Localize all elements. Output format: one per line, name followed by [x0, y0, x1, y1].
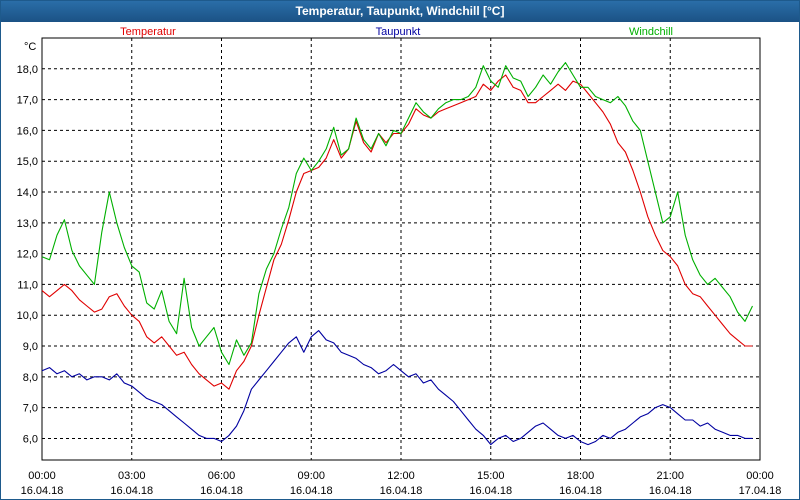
- series-line-temperatur: [41, 74, 753, 390]
- x-tick-date: 16.04.18: [469, 485, 512, 497]
- grid: [42, 38, 760, 460]
- chart-title: Temperatur, Taupunkt, Windchill [°C]: [1, 1, 799, 22]
- x-tick-time: 00:00: [28, 470, 56, 482]
- y-tick-label: 18,0: [17, 64, 38, 76]
- y-tick-label: 14,0: [17, 187, 38, 199]
- x-tick-time: 15:00: [477, 470, 505, 482]
- x-tick-date: 16.04.18: [110, 485, 153, 497]
- x-tick-date: 16.04.18: [21, 485, 64, 497]
- x-tick-time: 18:00: [567, 470, 595, 482]
- x-tick-date: 16.04.18: [559, 485, 602, 497]
- x-tick-date: 16.04.18: [200, 485, 243, 497]
- x-tick-date: 16.04.18: [649, 485, 692, 497]
- y-tick-label: 11,0: [17, 279, 38, 291]
- y-tick-label: 7,0: [23, 403, 38, 415]
- y-axis-label: °C: [24, 41, 36, 53]
- x-tick-time: 06:00: [208, 470, 236, 482]
- y-tick-label: 13,0: [17, 218, 38, 230]
- y-tick-label: 15,0: [17, 156, 38, 168]
- legend-temperatur: Temperatur: [120, 26, 176, 38]
- x-tick-date: 16.04.18: [290, 485, 333, 497]
- x-tick-time: 12:00: [387, 470, 415, 482]
- legend-taupunkt: Taupunkt: [376, 26, 421, 38]
- x-tick-time: 03:00: [118, 470, 146, 482]
- plot-frame: [41, 37, 761, 461]
- legend: Temperatur Taupunkt Windchill: [120, 26, 673, 38]
- x-tick-time: 00:00: [746, 470, 774, 482]
- series-layer: [41, 62, 753, 446]
- y-tick-label: 12,0: [17, 249, 38, 261]
- axes: 6,0 7,0 8,0 9,0 10,0 11,0 12,0 13,0 14,0 15,0 16,0…: [17, 37, 782, 497]
- y-tick-label: 9,0: [23, 341, 38, 353]
- y-tick-label: 10,0: [17, 310, 38, 322]
- y-tick-label: 6,0: [23, 433, 38, 445]
- x-tick-date: 17.04.18: [739, 485, 782, 497]
- x-tick-time: 21:00: [656, 470, 684, 482]
- y-tick-label: 16,0: [17, 125, 38, 137]
- series-line-windchill: [41, 62, 753, 366]
- legend-windchill: Windchill: [629, 26, 673, 38]
- y-tick-label: 8,0: [23, 372, 38, 384]
- series-line-taupunkt: [41, 330, 753, 446]
- y-tick-label: 17,0: [17, 95, 38, 107]
- x-tick-date: 16.04.18: [380, 485, 423, 497]
- x-tick-time: 09:00: [297, 470, 325, 482]
